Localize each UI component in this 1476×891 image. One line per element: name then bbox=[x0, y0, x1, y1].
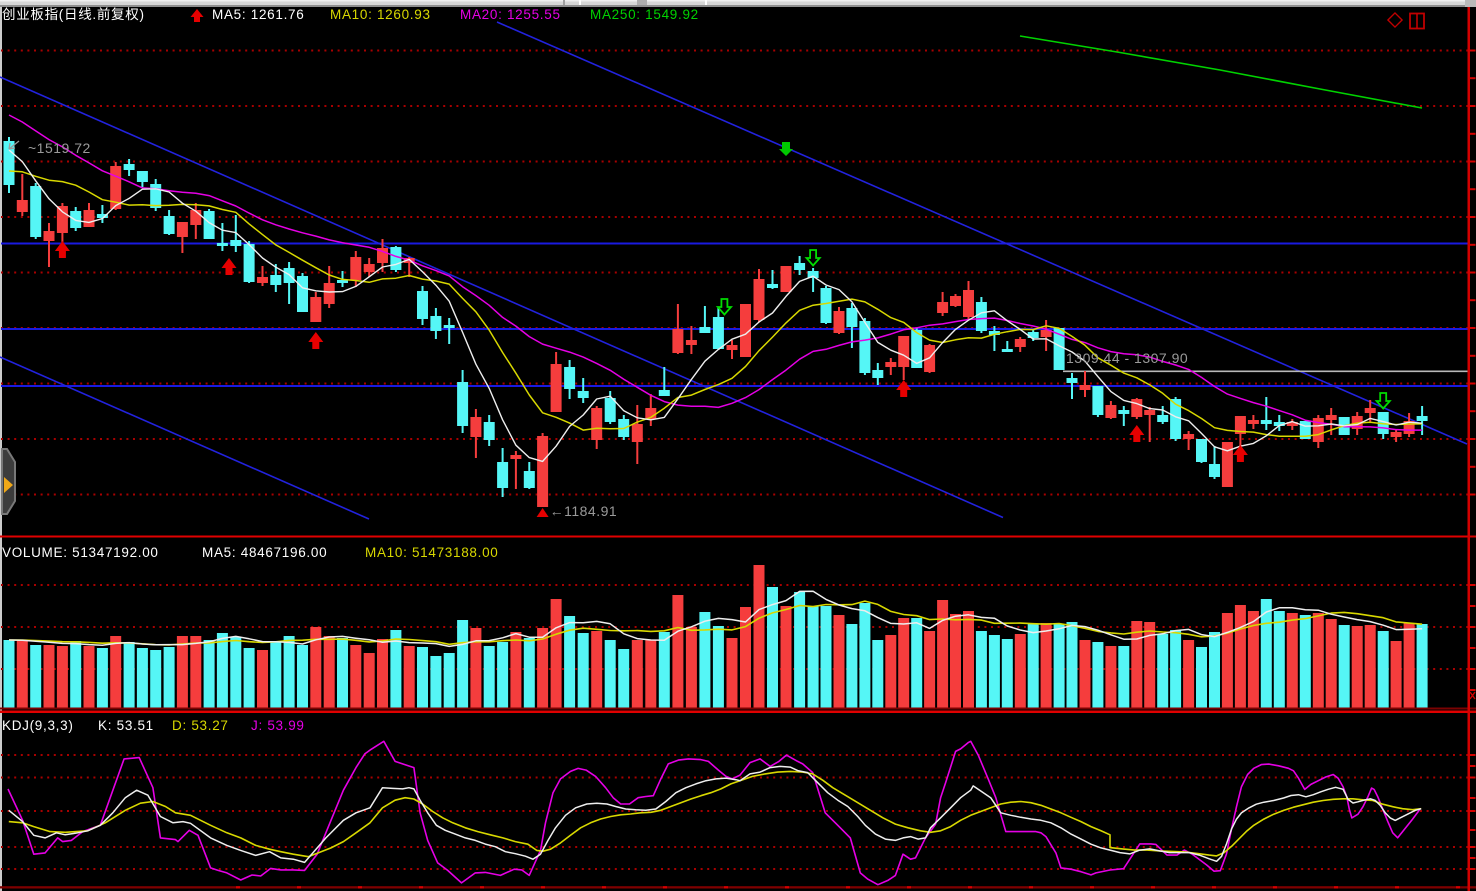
svg-text:MA5: 1261.76: MA5: 1261.76 bbox=[212, 7, 304, 22]
svg-text:←1184.91: ←1184.91 bbox=[550, 503, 618, 519]
svg-text:创业板指(日线.前复权): 创业板指(日线.前复权) bbox=[2, 6, 145, 22]
svg-text:MA250: 1549.92: MA250: 1549.92 bbox=[590, 7, 699, 22]
svg-text:~1519.72: ~1519.72 bbox=[28, 140, 91, 156]
svg-text:MA5: 48467196.00: MA5: 48467196.00 bbox=[202, 545, 327, 560]
svg-text:J: 53.99: J: 53.99 bbox=[251, 718, 305, 733]
svg-text:1309.44 - 1307.90: 1309.44 - 1307.90 bbox=[1066, 350, 1188, 366]
svg-text:VOLUME: 51347192.00: VOLUME: 51347192.00 bbox=[2, 545, 159, 560]
svg-text:MA10: 1260.93: MA10: 1260.93 bbox=[330, 7, 431, 22]
svg-text:K: 53.51: K: 53.51 bbox=[98, 718, 154, 733]
svg-text:KDJ(9,3,3): KDJ(9,3,3) bbox=[2, 718, 74, 733]
svg-text:D: 53.27: D: 53.27 bbox=[172, 718, 229, 733]
svg-text:MA10: 51473188.00: MA10: 51473188.00 bbox=[365, 545, 499, 560]
svg-text:MA20: 1255.55: MA20: 1255.55 bbox=[460, 7, 561, 22]
